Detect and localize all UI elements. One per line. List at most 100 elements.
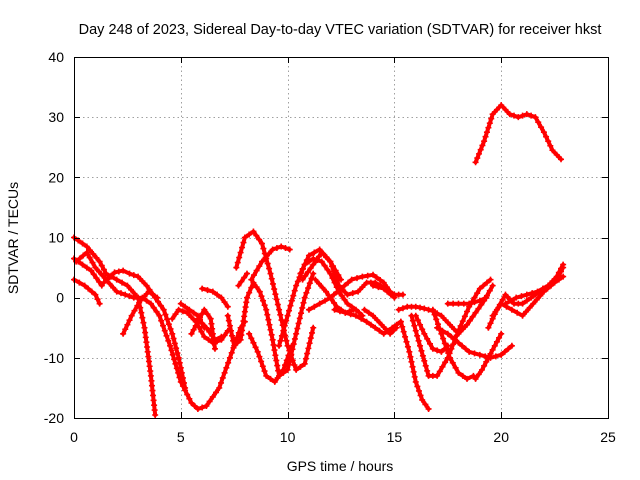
- data-point-marker: [264, 260, 271, 267]
- data-point-marker: [489, 312, 496, 319]
- data-point-marker: [285, 352, 292, 359]
- data-point-marker: [338, 276, 344, 283]
- data-point-marker: [529, 290, 536, 297]
- data-point-marker: [277, 311, 284, 318]
- data-point-marker: [204, 287, 211, 294]
- data-point-marker: [131, 307, 138, 314]
- y-tick-label: 20: [48, 169, 64, 185]
- data-point-marker: [184, 391, 191, 398]
- data-point-marker: [328, 296, 335, 303]
- series-pass-1: [71, 234, 159, 418]
- data-point-marker: [236, 254, 243, 261]
- y-tick-label: -10: [44, 350, 64, 366]
- data-point-marker: [291, 362, 298, 369]
- data-point-marker: [290, 292, 297, 299]
- data-point-marker: [487, 320, 494, 327]
- data-point-marker: [141, 293, 148, 300]
- data-point-marker: [186, 306, 193, 313]
- data-point-marker: [201, 333, 208, 340]
- data-point-marker: [274, 362, 281, 369]
- data-point-marker: [122, 291, 129, 298]
- data-point-marker: [399, 323, 406, 330]
- data-point-marker: [122, 326, 129, 333]
- series-pass-10: [194, 315, 225, 343]
- data-point-marker: [218, 333, 225, 340]
- data-point-marker: [182, 384, 189, 391]
- data-point-marker: [471, 299, 478, 306]
- data-point-marker: [476, 351, 483, 358]
- data-point-marker: [460, 300, 467, 307]
- data-point-marker: [234, 259, 241, 266]
- data-point-marker: [126, 317, 133, 324]
- data-point-marker: [443, 345, 450, 352]
- data-point-marker: [256, 288, 263, 295]
- data-point-marker: [188, 314, 195, 321]
- data-point-marker: [152, 411, 159, 418]
- data-point-marker: [289, 357, 296, 364]
- data-point-marker: [165, 337, 172, 344]
- data-point-marker: [237, 249, 244, 256]
- data-point-marker: [225, 317, 232, 324]
- y-tick-label: 40: [48, 49, 64, 65]
- data-point-marker: [275, 367, 282, 374]
- data-point-marker: [518, 293, 525, 300]
- data-point-marker: [271, 286, 278, 293]
- data-point-marker: [439, 327, 446, 334]
- data-point-marker: [365, 309, 372, 316]
- data-point-marker: [459, 318, 466, 325]
- data-point-marker: [472, 159, 479, 166]
- data-point-marker: [126, 270, 133, 277]
- data-point-marker: [76, 255, 83, 262]
- data-point-marker: [477, 146, 484, 153]
- data-point-marker: [266, 265, 273, 272]
- data-point-marker: [92, 264, 99, 271]
- data-point-marker: [444, 300, 451, 307]
- data-point-marker: [79, 240, 86, 247]
- data-point-marker: [98, 262, 105, 269]
- data-point-marker: [498, 102, 505, 109]
- data-point-marker: [354, 275, 361, 282]
- data-point-marker: [269, 246, 276, 253]
- data-point-marker: [127, 286, 134, 293]
- series-pass-2: [71, 276, 103, 307]
- data-point-marker: [439, 363, 446, 370]
- data-point-marker: [410, 368, 417, 375]
- data-point-marker: [300, 299, 307, 306]
- data-point-marker: [417, 304, 424, 311]
- data-point-marker: [415, 337, 422, 344]
- data-point-marker: [417, 392, 424, 399]
- data-point-marker: [479, 142, 486, 149]
- data-point-marker: [506, 111, 513, 118]
- data-point-marker: [481, 138, 488, 145]
- data-point-marker: [283, 317, 290, 324]
- data-point-marker: [475, 150, 482, 157]
- data-point-marker: [344, 291, 351, 298]
- data-point-marker: [374, 317, 381, 324]
- data-point-marker: [248, 276, 255, 283]
- data-point-marker: [434, 372, 441, 379]
- data-point-marker: [203, 324, 210, 331]
- data-point-marker: [267, 270, 274, 277]
- data-point-marker: [380, 279, 387, 286]
- series-line: [486, 265, 566, 330]
- data-point-marker: [253, 267, 260, 274]
- data-point-marker: [472, 309, 479, 316]
- data-point-marker: [331, 299, 338, 306]
- data-point-marker: [422, 362, 429, 369]
- series-pass-26: [397, 318, 432, 412]
- data-point-marker: [400, 328, 407, 335]
- data-point-marker: [455, 369, 462, 376]
- data-point-marker: [545, 138, 552, 145]
- data-point-marker: [402, 333, 409, 340]
- data-point-marker: [408, 358, 415, 365]
- data-point-marker: [380, 330, 387, 337]
- data-point-marker: [450, 341, 457, 348]
- data-point-marker: [453, 332, 460, 339]
- data-point-marker: [176, 359, 183, 366]
- data-point-marker: [239, 244, 246, 251]
- series-pass-4: [73, 249, 248, 412]
- data-point-marker: [316, 300, 323, 307]
- data-point-marker: [288, 342, 295, 349]
- series-pass-32: [472, 330, 505, 382]
- data-point-marker: [414, 317, 421, 324]
